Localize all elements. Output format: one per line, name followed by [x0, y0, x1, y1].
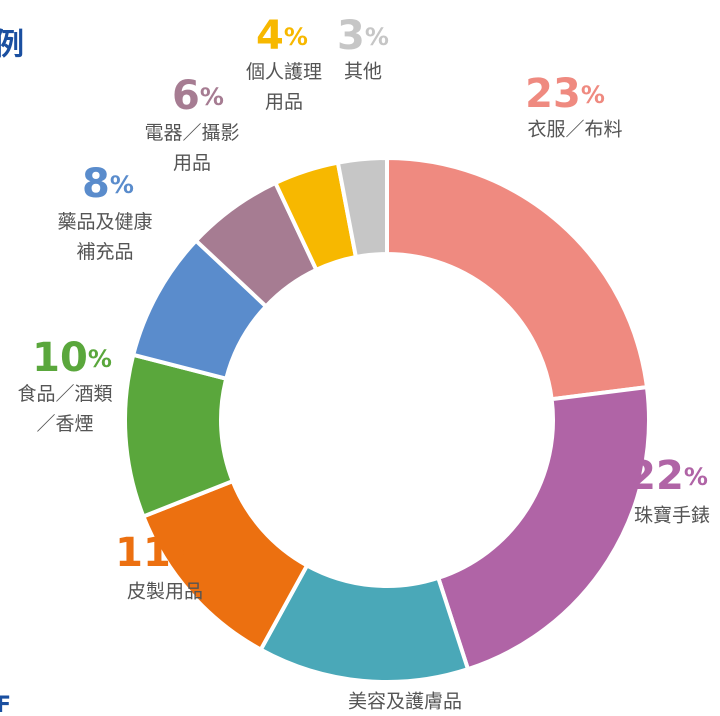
category-label: 珠寶手錶	[634, 505, 710, 527]
donut-slice	[435, 384, 651, 672]
category-label: 衣服／布料	[527, 119, 622, 141]
value-label: 10%	[32, 335, 112, 381]
footer-logo: F	[0, 693, 11, 716]
value-label: 6%	[172, 73, 224, 119]
value-label: 11%	[115, 530, 195, 576]
value-label: 13%	[365, 639, 445, 685]
value-label: 8%	[82, 161, 134, 207]
category-label: 個人護理用品	[246, 61, 322, 113]
category-label: 電器／攝影用品	[144, 122, 239, 174]
category-label: 美容及護膚品	[348, 691, 462, 713]
donut-slice	[335, 155, 389, 260]
value-label: 23%	[525, 71, 605, 117]
value-label: 22%	[628, 453, 708, 499]
category-label: 藥品及健康補充品	[57, 211, 152, 263]
value-label: 3%	[337, 13, 389, 59]
category-label: 食品／酒類／香煙	[17, 383, 112, 435]
value-label: 4%	[256, 13, 308, 59]
category-label: 皮製用品	[127, 581, 203, 603]
category-label: 其他	[344, 61, 382, 83]
chart-title: 例	[0, 28, 24, 63]
donut-slice	[385, 155, 650, 402]
